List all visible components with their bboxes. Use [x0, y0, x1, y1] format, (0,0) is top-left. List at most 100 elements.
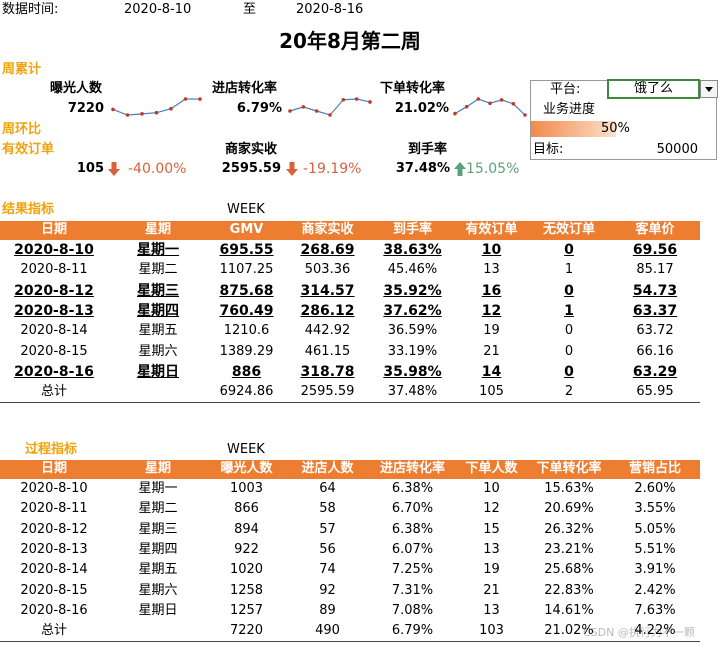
table-cell: 54.73 [632, 282, 678, 299]
table-cell: 35.98% [383, 363, 442, 380]
table-cell: 2.42% [634, 582, 676, 598]
total-cell: 2 [564, 384, 574, 400]
table-cell: 星期四 [137, 302, 179, 319]
metric-name: 到手率 [408, 142, 448, 157]
table-cell: 0 [564, 242, 574, 258]
table-cell: 1003 [229, 481, 264, 496]
table-cell: 21 [483, 343, 500, 359]
table-cell: 15 [483, 521, 500, 537]
table-cell: 66.16 [636, 343, 674, 359]
column-header: 下单人数 [465, 461, 518, 476]
table-cell: 442.92 [304, 323, 351, 339]
sparkline-point [328, 113, 332, 117]
table-cell: 12 [481, 302, 502, 319]
table-cell: 星期日 [137, 363, 179, 380]
table-cell: 14 [481, 363, 502, 380]
table-cell: 3.55% [634, 501, 676, 517]
metric-value: 2595.59 [221, 161, 281, 176]
total-cell: 103 [479, 623, 504, 639]
metric-value: 105 [76, 161, 104, 176]
table-cell: 268.69 [300, 242, 355, 258]
table-cell: 1 [564, 262, 574, 278]
table-cell: 89 [319, 602, 336, 618]
table-cell: 0 [564, 363, 574, 380]
sparkline-point [154, 110, 159, 115]
table-cell: 7.31% [391, 582, 434, 598]
section-label: 周环比 [2, 122, 42, 137]
table-cell: 19 [483, 562, 500, 578]
section-label: 结果指标 [2, 202, 55, 217]
target: 50000 [656, 142, 698, 157]
metric-value: 37.48% [395, 161, 450, 176]
header-bar [0, 221, 700, 240]
table-cell: 14.61% [544, 602, 594, 618]
table-cell: 19 [483, 323, 500, 339]
table-cell: 57 [319, 521, 336, 537]
table-cell: 2020-8-13 [20, 541, 88, 557]
arrow-shape [454, 162, 466, 176]
table-cell: 星期一 [138, 481, 178, 496]
sparkline-point [140, 112, 144, 116]
table-cell: 33.19% [387, 343, 438, 359]
change-value: -40.00% [128, 161, 187, 177]
table-cell: 星期五 [138, 562, 178, 578]
column-header: 曝光人数 [220, 461, 273, 476]
table-cell: 503.36 [304, 262, 351, 278]
table-cell: 314.57 [300, 282, 355, 299]
table-cell: 2020-8-13 [14, 302, 94, 319]
sparkline-point [314, 109, 319, 113]
table-cell: 2020-8-11 [20, 262, 88, 278]
dropdown-button[interactable] [700, 80, 718, 98]
table-cell: 5.05% [634, 521, 676, 537]
table-cell: 星期五 [138, 323, 178, 339]
table-cell: 1258 [229, 582, 264, 598]
table-cell: 286.12 [300, 302, 355, 319]
trend-arrow [108, 162, 120, 176]
sparkline-point [511, 101, 516, 106]
column-header: 星期 [144, 461, 171, 476]
table-cell: 1389.29 [219, 343, 274, 359]
table-cell: 63.72 [636, 323, 674, 339]
sparkline [111, 97, 202, 117]
table-cell: 0 [564, 323, 574, 339]
table-cell: 6.07% [391, 541, 434, 557]
platform-select[interactable]: 饿了么 [607, 79, 700, 99]
total-cell: 2595.59 [300, 384, 355, 400]
table-border [0, 641, 700, 643]
table-cell: 0 [564, 282, 574, 299]
total-cell: 37.48% [387, 384, 438, 400]
table-cell: 2020-8-14 [20, 562, 88, 578]
table-cell: 894 [234, 521, 259, 537]
table-cell: 15.63% [544, 481, 594, 496]
table-cell: 16 [481, 282, 502, 299]
table-cell: 1020 [229, 562, 264, 578]
table-cell: 2020-8-15 [20, 582, 88, 598]
table-cell: 63.29 [632, 363, 678, 380]
table-cell: 45.46% [387, 262, 438, 278]
table-cell: 2020-8-16 [20, 602, 88, 618]
table-cell: 26.32% [544, 521, 594, 537]
table-cell: 星期六 [138, 582, 178, 598]
table-cell: 2020-8-12 [20, 521, 88, 537]
arrow-shape [286, 162, 298, 176]
total-cell: 6924.86 [219, 384, 274, 400]
total-cell: 7220 [229, 623, 264, 639]
metric-value: 6.79% [236, 101, 282, 116]
table-cell: 1 [564, 302, 574, 319]
table-cell: 875.68 [219, 282, 274, 299]
sparkline-point [354, 97, 359, 101]
table-cell: 6.38% [391, 481, 434, 496]
table-cell: 星期二 [138, 262, 178, 278]
table-cell: 5.51% [634, 541, 676, 557]
column-header: 到手率 [392, 222, 432, 237]
table-cell: 星期日 [138, 602, 178, 618]
table-cell: 56 [319, 541, 336, 557]
metric-value: 7220 [67, 101, 104, 116]
progress-bar [531, 121, 616, 137]
week-label: WEEK [227, 442, 265, 457]
arrow-shape [108, 162, 120, 176]
table-cell: 星期一 [137, 242, 179, 258]
table-cell: 2020-8-10 [14, 242, 94, 258]
column-header: 营销占比 [628, 461, 681, 476]
